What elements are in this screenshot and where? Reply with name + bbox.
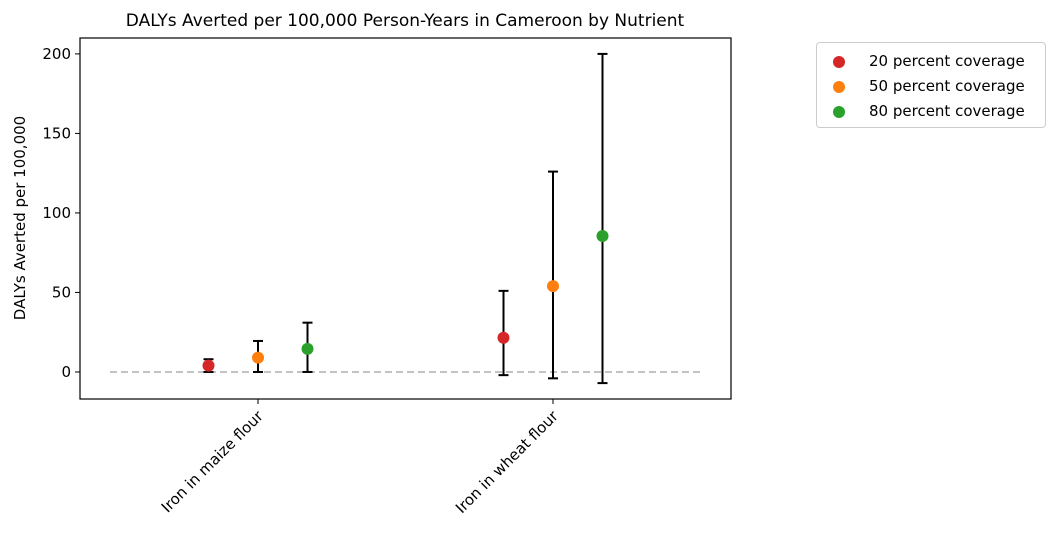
x-tick-label: Iron in wheat flour [452, 407, 562, 517]
y-tick-label: 100 [42, 204, 71, 222]
legend-marker-icon [833, 56, 845, 68]
data-point [301, 342, 314, 355]
data-point [252, 351, 264, 364]
legend-item: 20 percent coverage [817, 50, 1045, 74]
y-tick-label: 50 [52, 283, 71, 301]
y-tick-label: 150 [42, 124, 71, 142]
y-tick-label: 0 [61, 363, 71, 381]
data-point [596, 229, 609, 242]
legend-item: 50 percent coverage [817, 75, 1045, 99]
data-point [202, 359, 215, 372]
chart-title: DALYs Averted per 100,000 Person-Years i… [126, 11, 685, 31]
legend-label: 50 percent coverage [869, 77, 1025, 95]
data-point [547, 280, 559, 293]
legend-item: 80 percent coverage [817, 100, 1045, 124]
legend-label: 20 percent coverage [869, 52, 1025, 70]
legend-label: 80 percent coverage [869, 102, 1025, 120]
x-tick-label: Iron in maize flour [158, 407, 268, 517]
y-axis-label: DALYs Averted per 100,000 [11, 116, 29, 320]
data-point [497, 331, 510, 344]
legend: 20 percent coverage 50 percent coverage … [816, 42, 1046, 128]
y-tick-label: 200 [42, 45, 71, 63]
legend-marker-icon [833, 106, 845, 118]
legend-marker-icon [833, 81, 845, 93]
plot-area [79, 37, 732, 400]
